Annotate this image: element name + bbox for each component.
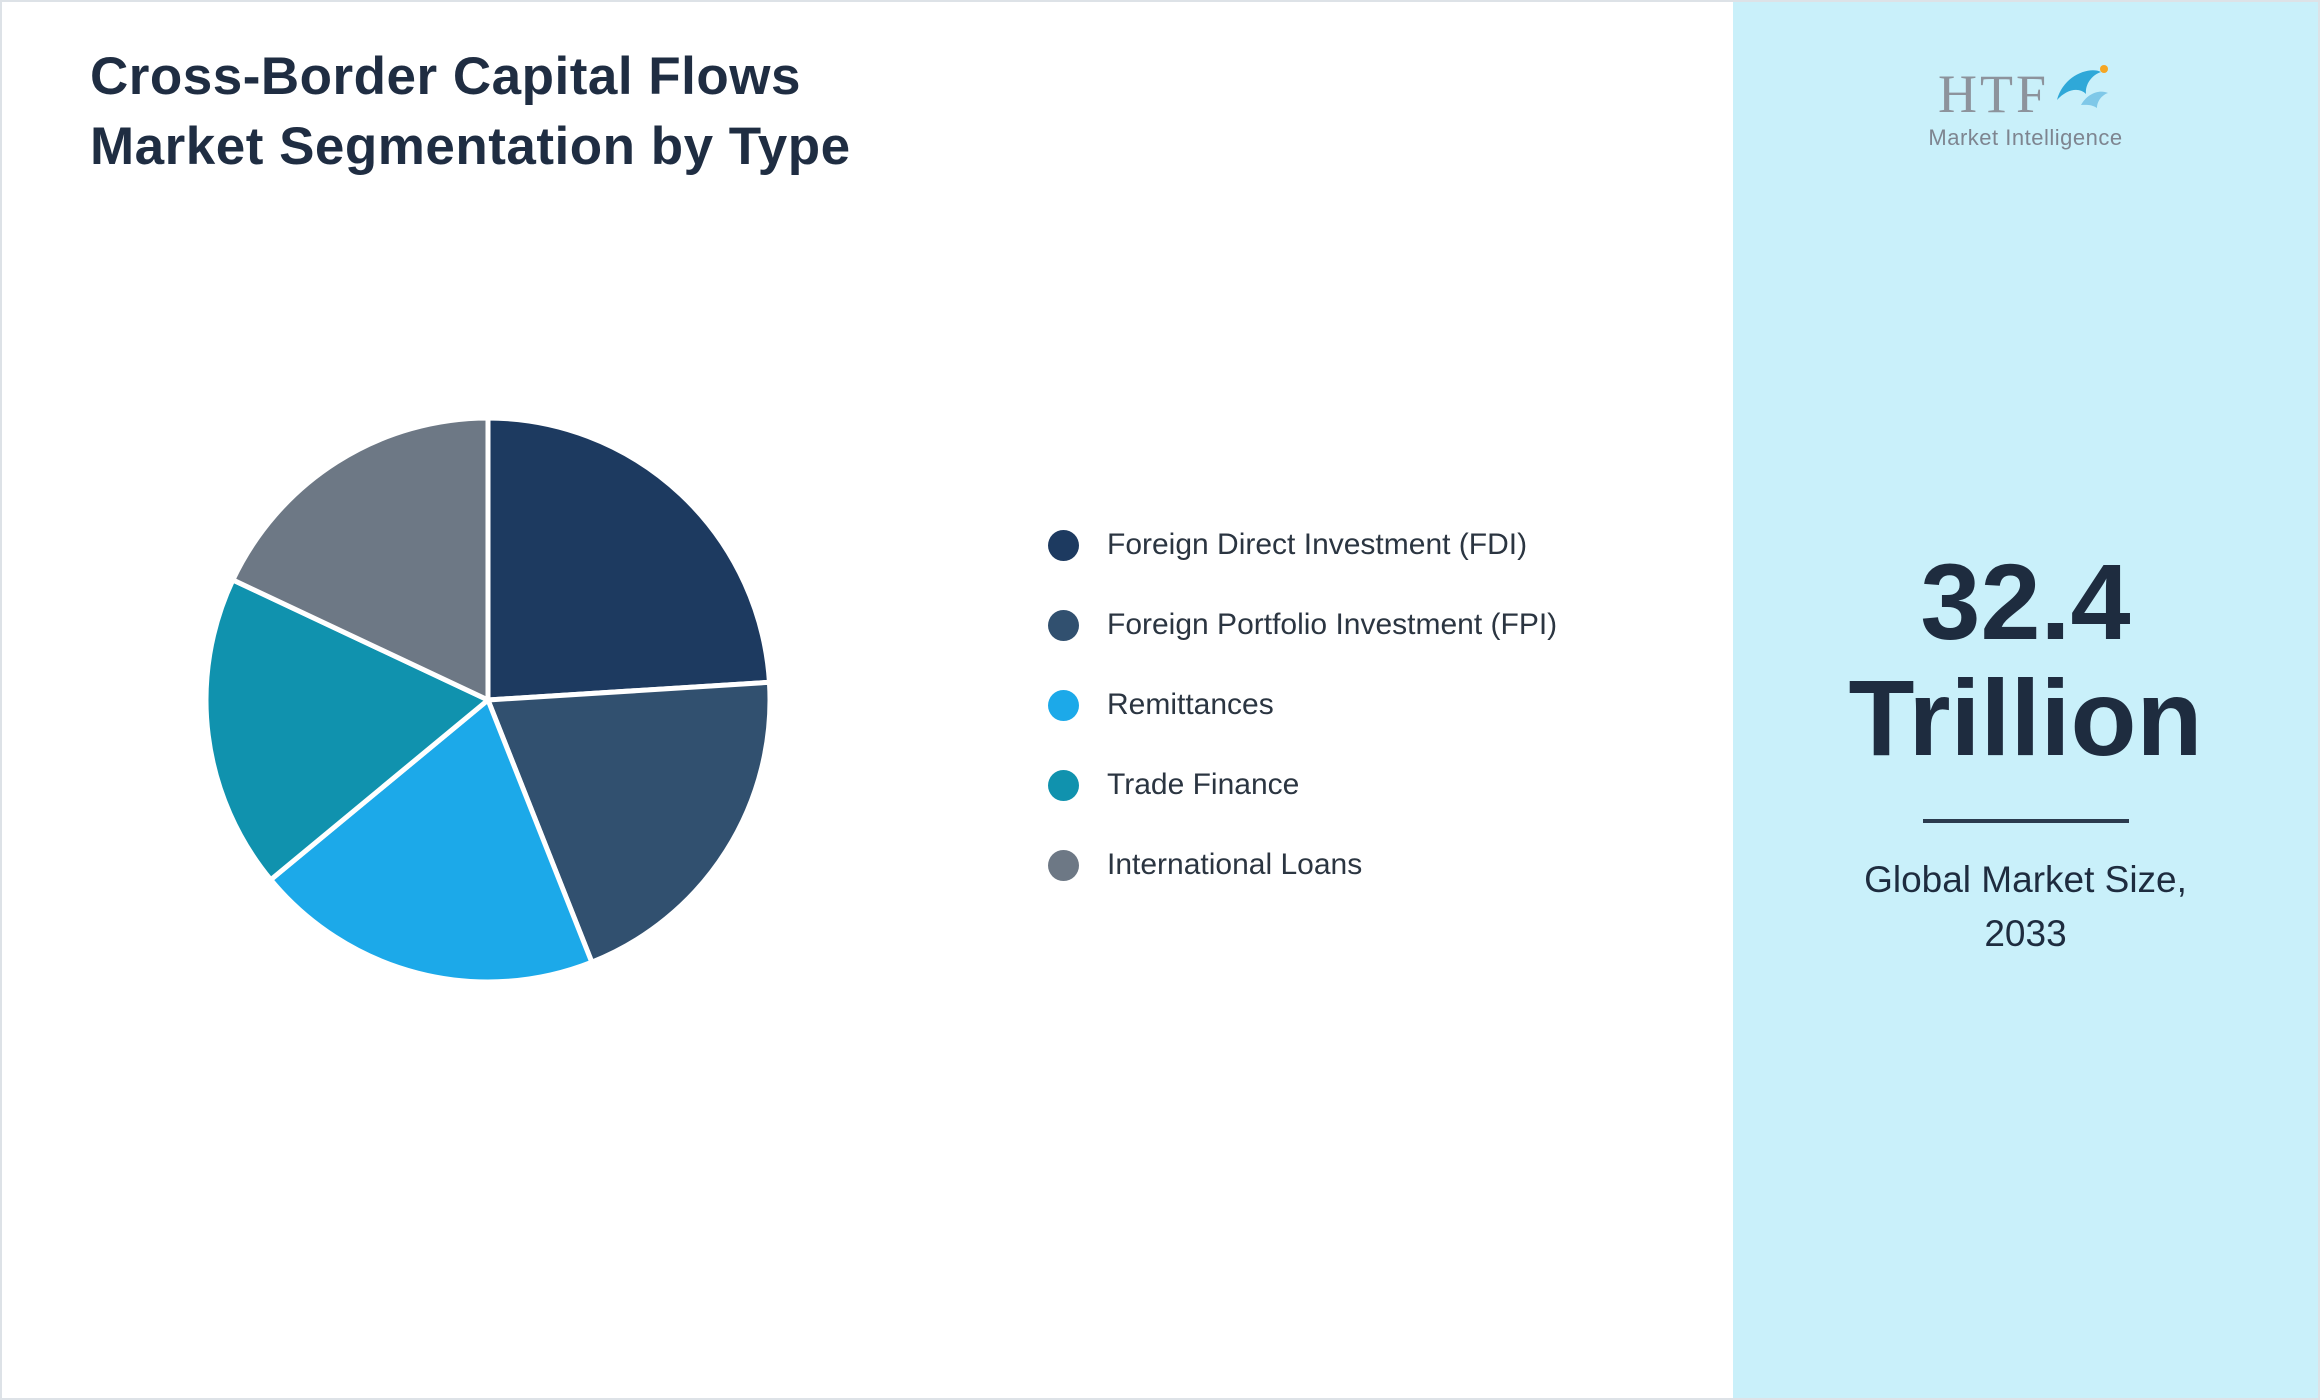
brand-logo-text: HTF (1937, 64, 2049, 124)
side-panel: HTF Market Intelligence 32.4 Trillion Gl… (1733, 2, 2318, 1398)
chart-legend: Foreign Direct Investment (FDI) Foreign P… (1048, 528, 1557, 928)
legend-label: Foreign Direct Investment (FDI) (1107, 528, 1528, 561)
dolphin-logo-icon (2051, 58, 2113, 119)
market-size-value: 32.4 Trillion (1733, 544, 2318, 775)
brand-logo: HTF Market Intelligence (1733, 58, 2318, 151)
legend-label: Foreign Portfolio Investment (FPI) (1107, 608, 1558, 641)
legend-item: Remittances (1048, 688, 1557, 722)
market-size-caption: Global Market Size, 2033 (1733, 853, 2318, 960)
legend-swatch (1048, 609, 1079, 641)
caption-line1: Global Market Size, (1864, 859, 2187, 901)
page-title-line2: Market Segmentation by Type (90, 116, 851, 176)
pie-slice-3 (268, 697, 595, 985)
page-title-line1: Cross-Border Capital Flows (90, 47, 801, 106)
market-size-block: 32.4 Trillion Global Market Size, 2033 (1733, 544, 2318, 960)
legend-label: Remittances (1107, 688, 1274, 721)
pie-slice-4 (203, 577, 491, 883)
pie-slice-2 (485, 679, 773, 965)
legend-swatch (1048, 849, 1079, 881)
legend-swatch (1048, 769, 1079, 801)
brand-logo-row: HTF (1733, 58, 2318, 121)
brand-logo-subtitle: Market Intelligence (1928, 125, 2123, 150)
legend-item: International Loans (1048, 848, 1557, 882)
page-title: Cross-Border Capital Flows Market Segmen… (90, 42, 851, 182)
legend-swatch (1048, 529, 1079, 561)
caption-line2: 2033 (1984, 912, 2067, 954)
pie-slice-5 (230, 415, 491, 703)
pie-slice-1 (485, 415, 772, 703)
legend-swatch (1048, 689, 1079, 721)
pie-chart (203, 415, 773, 985)
legend-item: Foreign Direct Investment (FDI) (1048, 528, 1557, 562)
legend-label: International Loans (1107, 848, 1363, 881)
market-size-number: 32.4 (1920, 541, 2131, 662)
legend-label: Trade Finance (1107, 768, 1300, 801)
legend-item: Foreign Portfolio Investment (FPI) (1048, 608, 1557, 642)
legend-item: Trade Finance (1048, 768, 1557, 802)
divider-line (1922, 819, 2129, 824)
market-size-unit: Trillion (1848, 656, 2203, 778)
